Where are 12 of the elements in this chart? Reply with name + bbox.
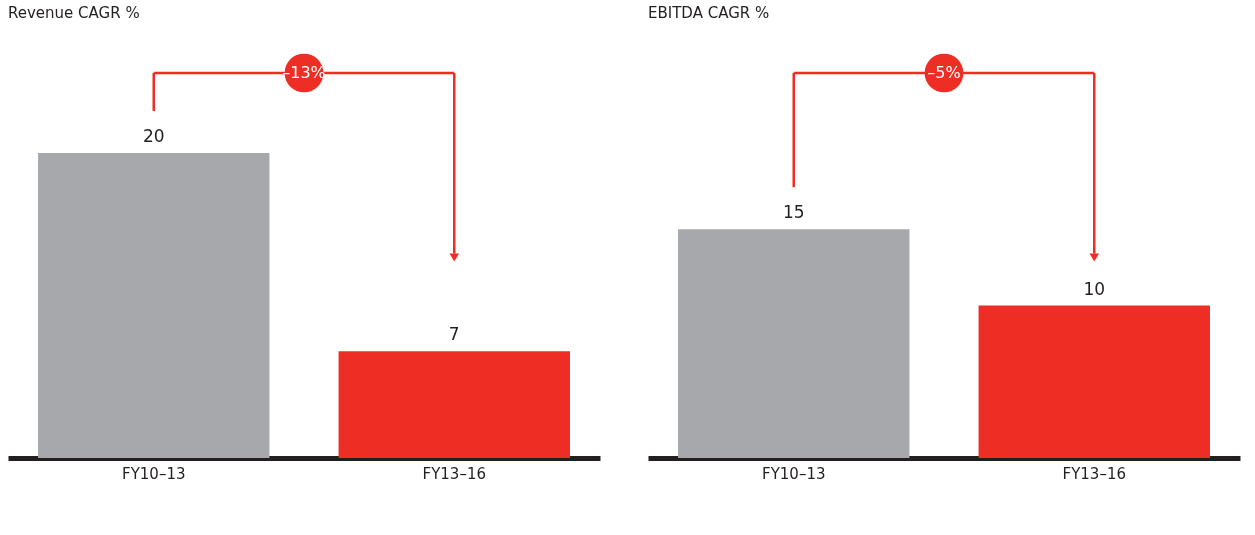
x-tick-label: FY10–13	[762, 464, 826, 483]
data-label: 10	[1083, 278, 1106, 299]
x-tick-label: FY10–13	[122, 464, 186, 483]
data-label: 20	[142, 126, 165, 146]
text: –5%	[927, 63, 961, 82]
chart-title: EBITDA CAGR %	[648, 4, 770, 22]
text: –13%	[282, 63, 326, 82]
data-label: 7	[448, 324, 460, 345]
chart-title: Revenue CAGR %	[8, 4, 140, 22]
x-tick-label: FY13–16	[1062, 464, 1126, 483]
data-label: 15	[782, 202, 805, 223]
x-tick-label: FY13–16	[422, 464, 486, 483]
